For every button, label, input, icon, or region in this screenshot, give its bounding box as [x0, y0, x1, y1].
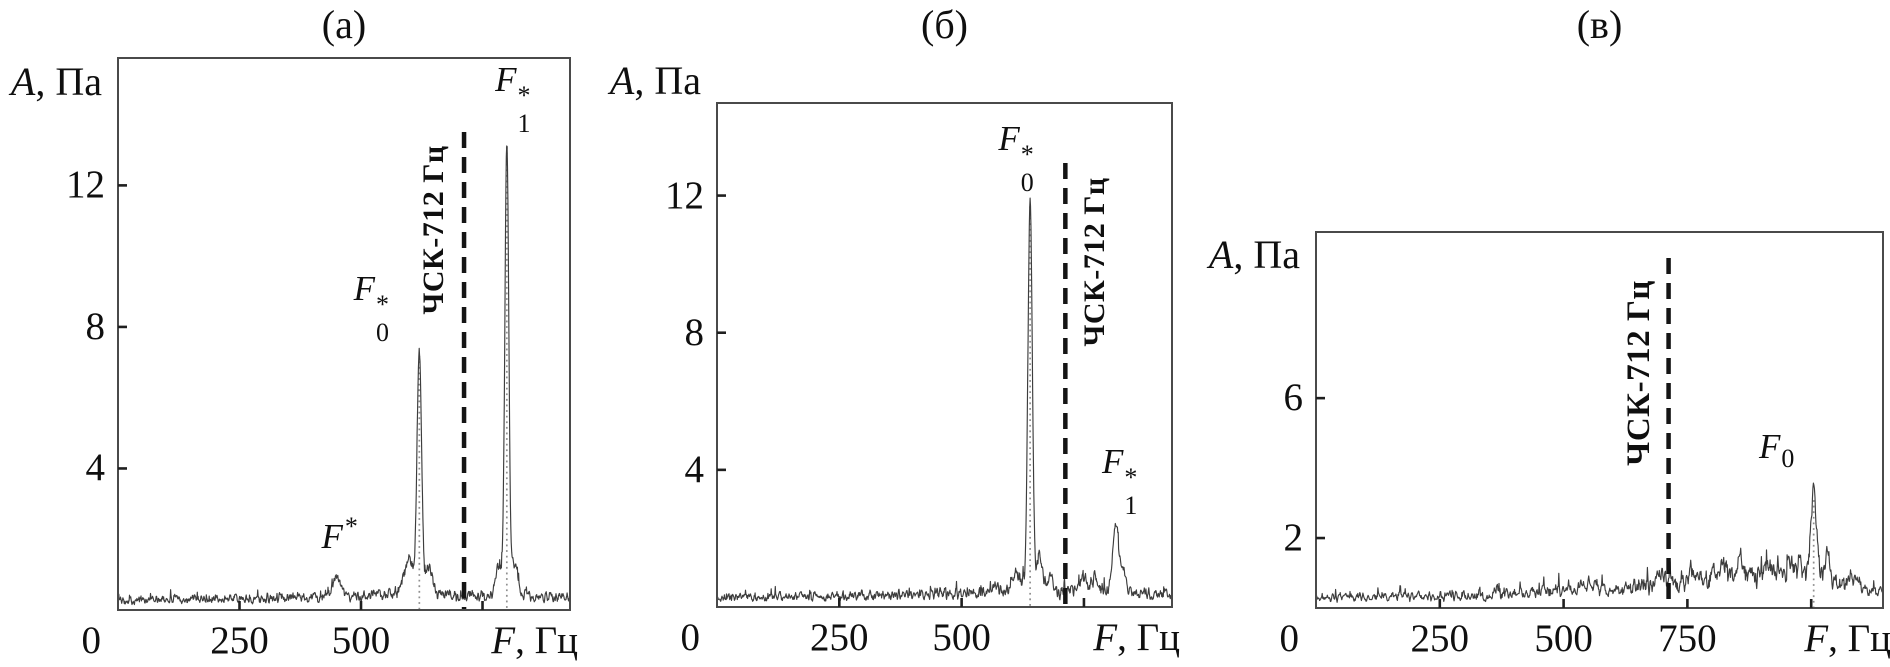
x-tick-label: 0	[680, 616, 701, 659]
peak-label: F * 0	[998, 119, 1034, 198]
peak-label-scripts: * 0	[376, 289, 390, 347]
x-tick-label: 0	[1279, 617, 1300, 660]
y-tick-label: 12	[66, 163, 105, 207]
spectrum-trace	[117, 145, 571, 606]
y-axis-unit: , Па	[1233, 232, 1300, 277]
csk-line-label: ЧСК-712 Гц	[1078, 177, 1112, 347]
peak-label-sup: *	[1124, 462, 1138, 492]
axes-box	[117, 57, 571, 611]
y-axis-label: A, Па	[1209, 232, 1300, 278]
x-axis-symbol: F	[1093, 616, 1118, 659]
spectrum-trace	[1315, 482, 1884, 603]
x-axis-label: F, Гц	[1093, 616, 1180, 660]
axes-box	[716, 102, 1173, 608]
y-tick-label: 6	[1283, 376, 1304, 420]
y-tick-label: 12	[665, 173, 704, 217]
csk-line-label: ЧСК-712 Гц	[1620, 280, 1657, 466]
peak-label-sup: *	[1020, 140, 1034, 170]
peak-label-sub: 1	[1124, 490, 1138, 520]
y-axis-unit: , Па	[35, 59, 102, 104]
peak-label-base: F	[998, 119, 1020, 159]
axes-box	[1315, 231, 1884, 609]
peak-label: F * 0	[353, 268, 390, 347]
spectrum-trace	[716, 197, 1173, 602]
y-tick-label: 4	[85, 446, 106, 490]
y-axis-symbol: A	[10, 59, 36, 104]
peak-label: F * 1	[1102, 441, 1138, 520]
y-axis-symbol: A	[609, 58, 635, 103]
csk-line-label: ЧСК-712 Гц	[417, 145, 451, 315]
panel-title: (а)	[321, 2, 367, 47]
peak-label-sup: *	[376, 289, 390, 319]
peak-label-sup: *	[344, 512, 358, 542]
x-tick-label: 750	[1658, 617, 1717, 660]
x-axis-unit: , Гц	[1828, 617, 1890, 660]
x-axis-label: F, Гц	[491, 619, 578, 663]
y-axis-symbol: A	[1208, 232, 1234, 277]
peak-label-scripts: * 1	[517, 80, 531, 138]
peak-label-base: F	[1102, 441, 1124, 481]
peak-label: F0	[1759, 428, 1794, 478]
y-tick-label: 4	[684, 447, 705, 491]
y-tick-label: 8	[684, 310, 705, 354]
peak-label: F*	[322, 508, 358, 556]
y-tick-label: 8	[85, 304, 106, 348]
peak-label-base: F	[353, 268, 376, 308]
x-tick-label: 500	[932, 616, 991, 659]
y-tick-label: 2	[1283, 516, 1304, 560]
x-axis-label: F, Гц	[1804, 617, 1890, 661]
y-axis-label: A, Па	[11, 59, 102, 105]
y-axis-unit: , Па	[634, 58, 701, 103]
peak-label-sub: 0	[1020, 168, 1034, 198]
panel-title: (б)	[921, 2, 968, 47]
peak-label-scripts: * 0	[1020, 140, 1034, 198]
x-tick-label: 500	[1534, 617, 1593, 660]
peak-label: F * 1	[495, 59, 531, 138]
x-tick-label: 250	[810, 616, 869, 659]
x-tick-label: 250	[1410, 617, 1470, 660]
peak-label-base: F	[495, 59, 517, 99]
panel-title: (в)	[1576, 2, 1623, 47]
x-axis-unit: , Гц	[1117, 616, 1180, 659]
peak-label-base: F	[1758, 427, 1781, 467]
x-tick-label: 500	[331, 619, 391, 662]
peak-label-base: F	[321, 517, 343, 557]
x-tick-label: 0	[81, 619, 102, 662]
y-axis-label: A, Па	[610, 58, 701, 104]
x-tick-label: 250	[210, 619, 269, 662]
x-axis-symbol: F	[1804, 617, 1829, 660]
peak-label-sup: *	[517, 80, 531, 110]
x-axis-symbol: F	[491, 619, 516, 662]
peak-label-scripts: * 1	[1124, 462, 1138, 520]
peak-label-sub: 0	[376, 317, 390, 347]
x-axis-unit: , Гц	[515, 619, 578, 662]
peak-label-sub: 1	[517, 108, 531, 138]
peak-label-sub: 0	[1781, 444, 1795, 474]
